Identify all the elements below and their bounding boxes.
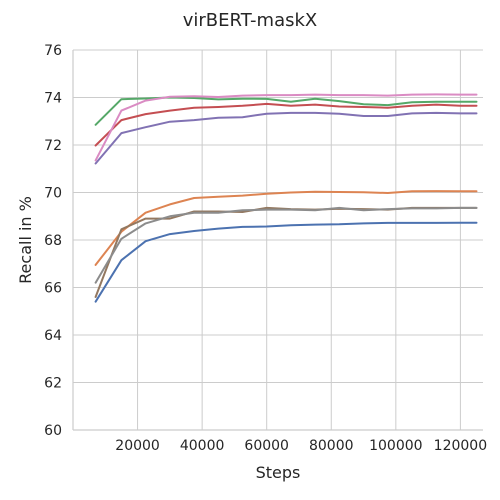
series-line-4 (94, 102, 478, 147)
x-tick-label: 40000 (180, 438, 225, 454)
y-tick-label: 60 (44, 423, 62, 439)
chart-title: virBERT-maskX (183, 10, 318, 31)
y-tick-label: 66 (44, 281, 62, 297)
series-line-7 (94, 93, 478, 162)
x-tick-label: 20000 (115, 438, 160, 454)
series-line-3 (94, 96, 478, 126)
y-tick-labels: 60 62 64 66 68 70 72 74 76 (44, 43, 62, 439)
x-tick-labels: 20000 40000 60000 80000 100000 120000 (115, 438, 487, 454)
grid (73, 49, 483, 431)
y-tick-label: 64 (44, 328, 62, 344)
y-tick-label: 68 (44, 233, 62, 249)
y-tick-label: 62 (44, 376, 62, 392)
y-tick-label: 74 (44, 91, 62, 107)
series-line-1 (94, 221, 478, 303)
x-tick-label: 120000 (434, 438, 487, 454)
y-tick-label: 76 (44, 43, 62, 59)
x-tick-label: 60000 (244, 438, 289, 454)
series-line-5 (94, 111, 478, 165)
axes-spines (72, 50, 483, 431)
series-line-2 (94, 190, 478, 266)
x-tick-label: 80000 (309, 438, 354, 454)
series-line-8 (94, 206, 478, 284)
x-axis-label: Steps (256, 463, 301, 482)
series-lines (94, 93, 478, 303)
y-tick-label: 70 (44, 186, 62, 202)
x-tick-label: 100000 (369, 438, 422, 454)
y-axis-label: Recall in % (16, 196, 35, 284)
y-tick-label: 72 (44, 138, 62, 154)
